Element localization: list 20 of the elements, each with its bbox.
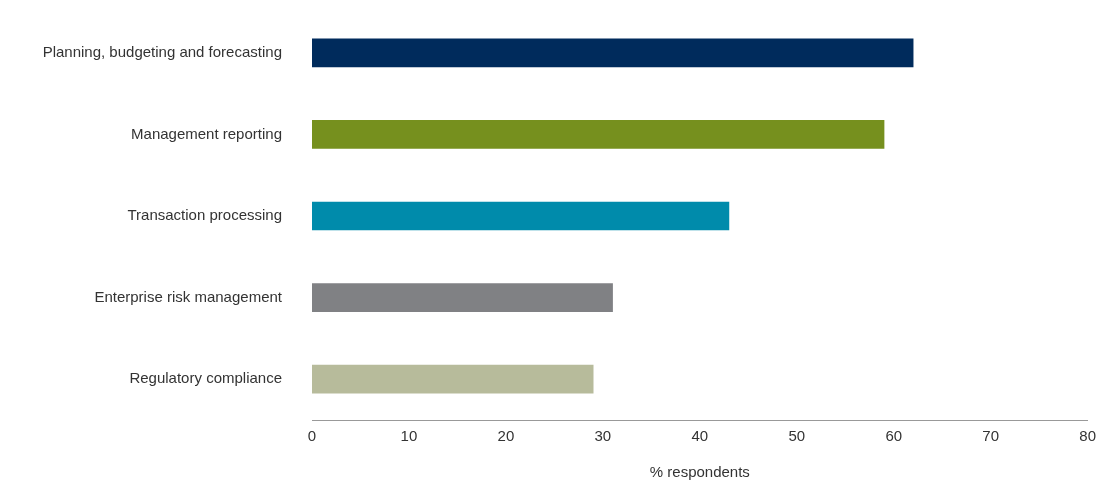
y-tick-label: Transaction processing — [127, 206, 282, 224]
x-tick-label: 30 — [594, 427, 612, 445]
bar — [312, 283, 613, 312]
bar — [312, 38, 914, 68]
y-tick-label: Planning, budgeting and forecasting — [42, 42, 282, 60]
bar — [312, 201, 730, 231]
y-tick-label: Regulatory compliance — [129, 369, 282, 387]
x-axis-title: % respondents — [649, 463, 750, 481]
x-tick-label: 10 — [400, 427, 418, 445]
x-tick-label: 50 — [788, 427, 806, 445]
bar — [312, 120, 885, 149]
x-tick-label: 60 — [885, 427, 903, 445]
x-tick-label: 80 — [1079, 427, 1096, 445]
x-tick-label: 70 — [982, 427, 1000, 445]
x-tick-label: 0 — [307, 427, 317, 445]
bar — [312, 364, 594, 394]
x-tick-label: 40 — [691, 427, 709, 445]
y-tick-label: Enterprise risk management — [94, 287, 283, 305]
x-tick-label: 20 — [497, 427, 515, 445]
y-tick-label: Management reporting — [131, 124, 282, 142]
